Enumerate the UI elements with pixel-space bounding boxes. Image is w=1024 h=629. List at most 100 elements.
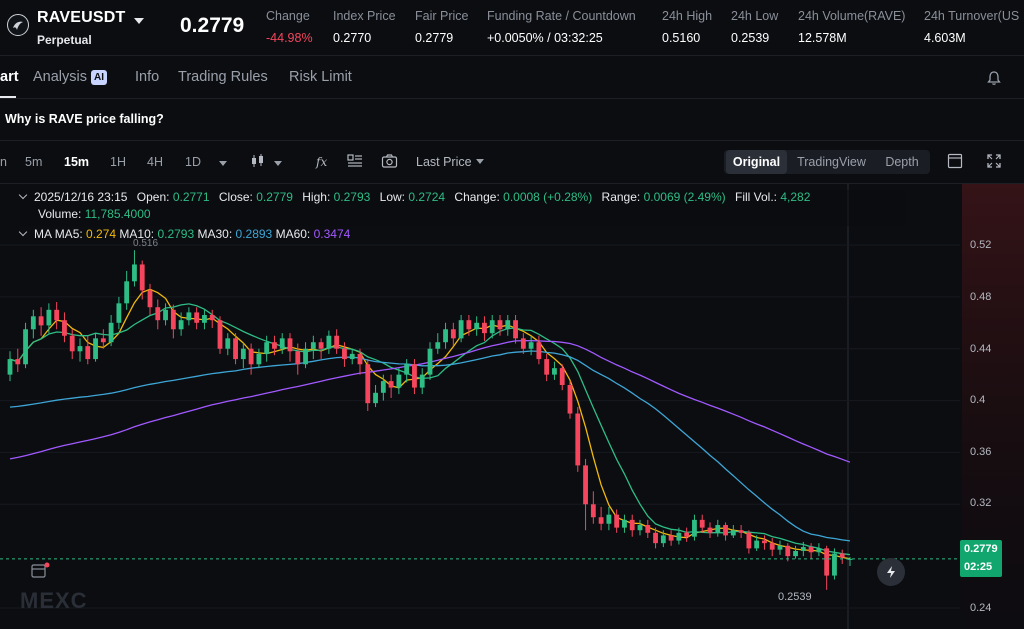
tab-trading-rules[interactable]: Trading Rules	[178, 69, 268, 85]
candle-type-caret-icon[interactable]	[274, 161, 282, 166]
fullscreen-icon[interactable]	[986, 153, 1002, 169]
stat-24h-high: 24h High 0.5160	[662, 9, 712, 45]
calendar-icon[interactable]	[30, 562, 52, 582]
symbol-dropdown-caret-icon[interactable]	[134, 18, 144, 24]
price-source-select[interactable]: Last Price	[416, 155, 484, 169]
candle-body	[474, 322, 480, 330]
candle-body	[256, 353, 262, 365]
ohlc-fillvol: 4,282	[780, 190, 811, 204]
timeframe-1m[interactable]: n	[0, 155, 7, 169]
stat-index-price: Index Price 0.2770	[333, 9, 396, 45]
candle-body	[217, 320, 223, 349]
timeframe-more-caret-icon[interactable]	[219, 161, 227, 166]
quick-trade-button[interactable]	[877, 558, 905, 586]
stat-label: Fair Price	[415, 9, 469, 23]
ma60-label: MA60:	[275, 227, 311, 241]
candle-body	[132, 264, 137, 282]
candle-body	[816, 548, 822, 553]
candle-countdown: 02:25	[964, 561, 993, 573]
candle-body	[170, 309, 176, 330]
ohlc-range: 0.0069 (2.49%)	[643, 190, 726, 204]
ohlc-change-label: Change:	[454, 190, 500, 204]
ma5-label: MA5:	[54, 227, 83, 241]
chevron-down-icon[interactable]	[18, 190, 28, 200]
coin-logo-icon	[7, 14, 29, 36]
ai-question-link[interactable]: Why is RAVE price falling?	[5, 112, 164, 126]
candle-body	[489, 320, 495, 334]
candle-body	[660, 535, 666, 544]
timeframe-1h[interactable]: 1H	[110, 155, 126, 169]
candle-body	[824, 548, 830, 576]
candle-type-icon[interactable]	[250, 153, 268, 169]
timeframe-15m[interactable]: 15m	[64, 155, 90, 169]
candle-body	[380, 381, 386, 393]
indicator-fx-icon[interactable]: fx	[315, 153, 331, 169]
ohlc-open-label: Open:	[136, 190, 170, 204]
candle-body	[629, 519, 635, 531]
candle-body	[15, 359, 21, 365]
candle-body	[684, 532, 690, 537]
price-source-label: Last Price	[416, 155, 472, 169]
tab-chart[interactable]: art	[0, 69, 19, 85]
candle-body	[513, 320, 518, 339]
view-depth-button[interactable]: Depth	[885, 155, 919, 169]
ma10-line	[9, 303, 851, 556]
candle-body	[202, 315, 207, 323]
candle-body	[295, 351, 301, 365]
timeframe-4h[interactable]: 4H	[147, 155, 163, 169]
panel-layout-icon[interactable]	[947, 153, 963, 169]
candle-body	[147, 290, 153, 308]
candle-body	[676, 532, 682, 541]
candle-body	[777, 545, 783, 550]
ma10-label: MA10:	[119, 227, 155, 241]
candle-body	[310, 342, 316, 349]
candle-body	[505, 320, 511, 330]
candle-body	[365, 364, 371, 404]
candle-body	[240, 348, 246, 360]
stat-value: 0.5160	[662, 31, 701, 45]
timeframe-1d[interactable]: 1D	[185, 155, 201, 169]
candle-body	[590, 504, 596, 518]
section-tabs: art Analysis AI Info Trading Rules Risk L…	[0, 57, 1024, 99]
candle-body	[466, 320, 472, 330]
chart-canvas[interactable]	[0, 184, 1024, 629]
volume-label: Volume:	[38, 207, 82, 221]
candle-body	[536, 342, 542, 360]
stat-value: 0.2539	[731, 31, 770, 45]
stat-fair-price: Fair Price 0.2779	[415, 9, 468, 45]
candle-body	[668, 535, 674, 541]
candle-body	[520, 338, 526, 349]
stat-label: Funding Rate / Countdown	[487, 9, 636, 23]
timeframe-5m[interactable]: 5m	[25, 155, 43, 169]
candle-body	[575, 413, 581, 466]
candle-body	[583, 465, 588, 505]
chevron-down-icon	[475, 159, 484, 164]
camera-icon[interactable]	[381, 153, 398, 169]
candle-body	[357, 353, 363, 365]
symbol-name[interactable]: RAVEUSDT	[37, 9, 126, 26]
bell-icon[interactable]	[986, 70, 1002, 86]
view-original-button[interactable]: Original	[726, 150, 787, 174]
tab-analysis[interactable]: Analysis AI	[33, 69, 107, 85]
ma5-line	[9, 288, 851, 560]
moving-average-lines	[9, 288, 851, 560]
chart-view-switch: Original TradingView Depth	[724, 150, 930, 174]
view-tradingview-button[interactable]: TradingView	[797, 155, 866, 169]
chevron-down-icon[interactable]	[18, 227, 28, 237]
candle-body	[124, 281, 130, 304]
candle-body	[287, 338, 293, 352]
candle-body	[606, 514, 612, 524]
tab-risk-limit[interactable]: Risk Limit	[289, 69, 352, 85]
candle-body	[194, 312, 200, 323]
stat-value: +0.0050% / 03:32:25	[487, 31, 603, 45]
stat-label: 24h High	[662, 9, 713, 23]
volume-row: Volume: 11,785.4000	[38, 207, 151, 221]
tab-info[interactable]: Info	[135, 69, 160, 85]
candlestick-chart[interactable]	[0, 184, 1024, 629]
tab-active-indicator	[0, 96, 16, 98]
candle-body	[163, 309, 168, 321]
ma-label: MA	[34, 227, 52, 241]
layout-icon[interactable]	[347, 153, 363, 169]
ohlc-change: 0.0008 (+0.28%)	[503, 190, 593, 204]
candle-body	[419, 374, 425, 388]
